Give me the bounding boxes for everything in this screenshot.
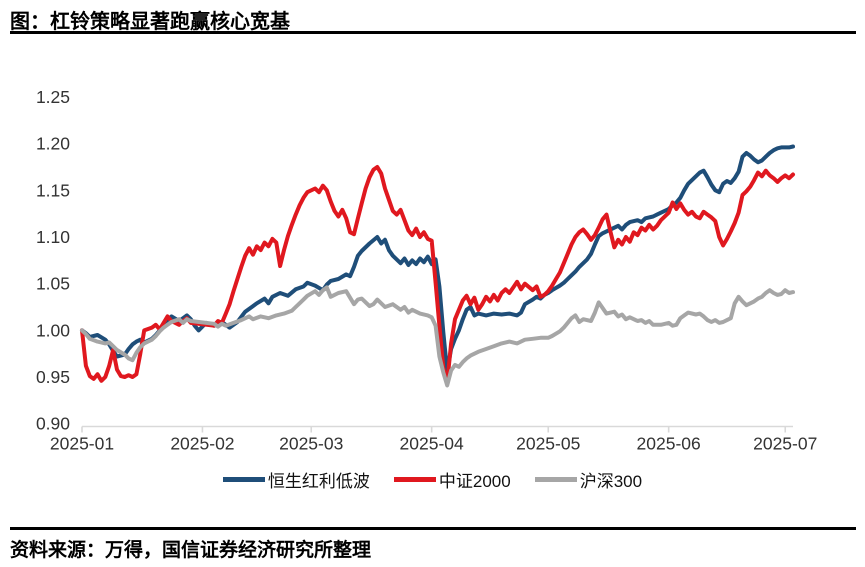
y-tick-label-1.20: 1.20 [36,134,70,154]
y-tick-label-1.25: 1.25 [36,87,70,107]
legend-item-hs-dividend-lowvol: 恒生红利低波 [222,467,370,492]
series-line-csi300 [80,285,795,388]
x-tick-label-2025-04: 2025-04 [400,434,464,454]
legend-label-csi300: 沪深300 [579,471,643,491]
y-tick-label-1.15: 1.15 [36,180,70,200]
legend-label-hs-dividend-lowvol: 恒生红利低波 [267,471,370,491]
y-tick-label-1.10: 1.10 [36,227,70,247]
legend: 恒生红利低波 中证2000 沪深300 [0,467,865,491]
y-tick-label-0.90: 0.90 [36,414,70,434]
x-tick-label-2025-07: 2025-07 [753,434,817,454]
legend-label-csi2000: 中证2000 [438,471,511,491]
y-tick-label-1.00: 1.00 [36,320,70,340]
x-tick-label-2025-01: 2025-01 [50,434,114,454]
x-tick-label-2025-03: 2025-03 [279,434,343,454]
page-title: 图：杠铃策略显著跑赢核心宽基 [10,11,290,33]
legend-item-csi300: 沪深300 [534,467,643,492]
x-tick-label-2025-05: 2025-05 [516,434,580,454]
footer-divider [10,527,856,530]
legend-swatch-hs-dividend-lowvol [222,476,265,482]
legend-swatch-csi2000 [393,476,436,482]
y-tick-label-0.95: 0.95 [36,367,70,387]
x-tick-label-2025-06: 2025-06 [637,434,701,454]
legend-item-csi2000: 中证2000 [393,467,511,492]
title-divider [10,31,856,34]
source-note: 资料来源：万得，国信证券经济研究所整理 [10,540,372,561]
series-line-hs-dividend-lowvol [80,144,795,374]
y-tick-label-1.05: 1.05 [36,274,70,294]
x-tick-label-2025-02: 2025-02 [170,434,234,454]
legend-swatch-csi300 [534,476,577,482]
